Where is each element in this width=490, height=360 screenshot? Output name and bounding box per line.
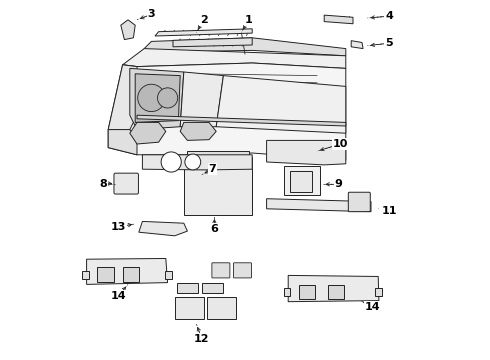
Text: 4: 4	[385, 11, 393, 21]
Polygon shape	[267, 140, 346, 165]
Polygon shape	[108, 63, 346, 160]
Polygon shape	[267, 199, 371, 212]
FancyBboxPatch shape	[212, 263, 230, 278]
Polygon shape	[139, 221, 187, 236]
Polygon shape	[351, 41, 363, 49]
Polygon shape	[143, 155, 252, 170]
Bar	[82, 271, 89, 279]
Text: 1: 1	[245, 15, 252, 25]
Polygon shape	[173, 38, 252, 47]
Text: 8: 8	[99, 179, 107, 189]
FancyBboxPatch shape	[348, 192, 370, 212]
Polygon shape	[130, 122, 166, 144]
Circle shape	[138, 84, 165, 112]
Text: 12: 12	[194, 334, 210, 344]
FancyBboxPatch shape	[284, 166, 320, 195]
Circle shape	[161, 152, 181, 172]
Polygon shape	[288, 275, 379, 302]
Polygon shape	[121, 20, 135, 40]
Polygon shape	[216, 76, 346, 133]
Polygon shape	[122, 49, 346, 68]
Polygon shape	[144, 38, 346, 58]
Polygon shape	[184, 157, 252, 215]
Text: 6: 6	[211, 224, 219, 234]
Circle shape	[185, 154, 201, 170]
Text: 3: 3	[147, 9, 155, 19]
Polygon shape	[87, 258, 168, 284]
Polygon shape	[180, 122, 216, 140]
Polygon shape	[324, 15, 353, 24]
Text: 14: 14	[110, 291, 126, 301]
Polygon shape	[180, 72, 223, 127]
Polygon shape	[108, 65, 137, 130]
Text: 2: 2	[200, 15, 207, 25]
Text: 5: 5	[385, 38, 393, 48]
Bar	[165, 271, 172, 279]
Text: 13: 13	[111, 222, 126, 232]
Polygon shape	[175, 297, 204, 319]
Polygon shape	[137, 115, 346, 126]
Polygon shape	[207, 297, 236, 319]
Polygon shape	[187, 151, 248, 160]
Polygon shape	[176, 283, 198, 293]
Circle shape	[157, 88, 178, 108]
Polygon shape	[202, 283, 223, 293]
Text: 9: 9	[335, 179, 343, 189]
Text: 7: 7	[209, 164, 217, 174]
Bar	[284, 288, 291, 296]
Polygon shape	[155, 29, 252, 36]
Polygon shape	[135, 74, 180, 122]
FancyBboxPatch shape	[114, 173, 139, 194]
Bar	[290, 171, 312, 192]
Bar	[122, 267, 139, 282]
Bar	[98, 267, 114, 282]
Polygon shape	[130, 68, 184, 130]
Text: 14: 14	[365, 302, 381, 312]
Polygon shape	[108, 130, 137, 155]
Bar	[375, 288, 382, 296]
FancyBboxPatch shape	[233, 263, 251, 278]
Bar	[328, 285, 344, 299]
Text: 11: 11	[381, 206, 397, 216]
Bar	[299, 285, 315, 299]
Text: 10: 10	[333, 139, 348, 149]
